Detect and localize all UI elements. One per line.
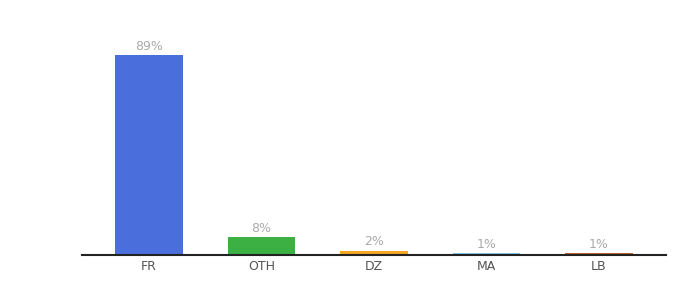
Bar xyxy=(228,237,295,255)
Text: 89%: 89% xyxy=(135,40,163,52)
Bar xyxy=(116,55,183,255)
Bar xyxy=(453,253,520,255)
Text: 2%: 2% xyxy=(364,235,384,248)
Text: 8%: 8% xyxy=(252,222,271,235)
Bar xyxy=(565,253,632,255)
Text: 1%: 1% xyxy=(589,238,609,250)
Text: 1%: 1% xyxy=(477,238,496,250)
Bar xyxy=(340,250,408,255)
